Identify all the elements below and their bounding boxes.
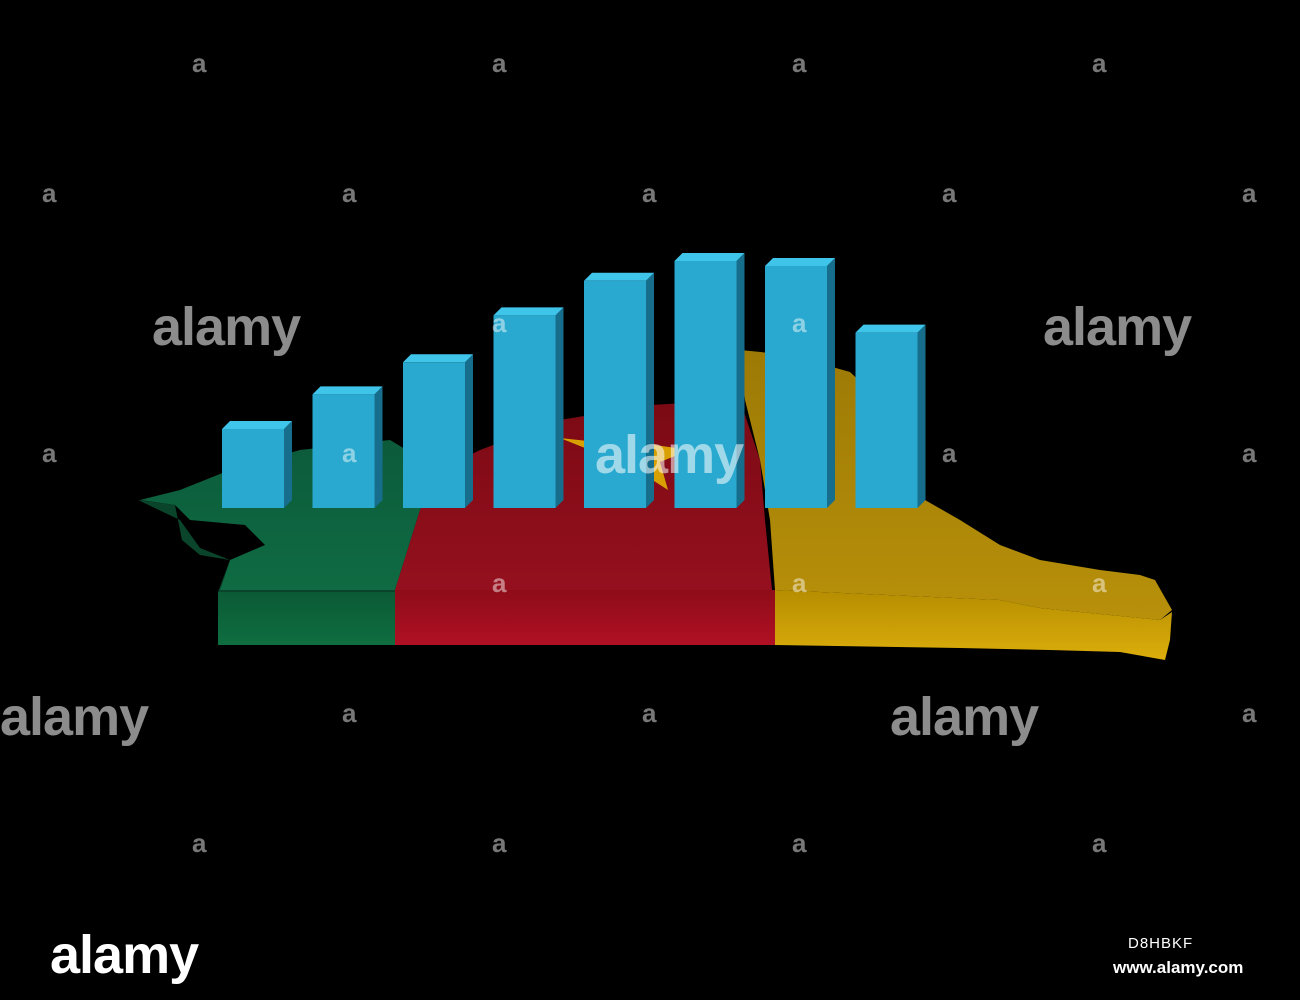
bar-top [765,257,835,266]
bar-side [284,420,292,508]
bar-1 [222,420,292,508]
bar-top [493,307,564,316]
bar-side [646,272,654,508]
bar-front [222,428,284,508]
bar-5 [584,272,654,508]
map-yellow-section [740,350,1172,660]
bar-side [555,307,564,508]
bar-front [765,265,827,508]
bar-side [465,354,473,508]
bar-top [674,253,745,261]
bar-front [584,280,646,508]
bar-3 [403,354,473,508]
bar-front [855,332,918,508]
brand-logo: alamy [50,925,199,985]
bar-front [493,315,556,508]
bar-side [917,324,926,508]
stock-site-url: www.alamy.com [1113,958,1244,977]
bar-4 [493,307,564,508]
bar-top [222,420,292,429]
bar-2 [312,386,383,508]
bar-top [855,324,926,333]
bar-top [312,386,383,395]
bar-side [736,253,745,508]
bar-6 [674,253,745,508]
bar-front [403,362,465,508]
bar-front [674,261,737,508]
stock-image-id: D8HBKF [1128,935,1194,952]
bar-side [827,257,835,508]
bar-side [374,386,383,508]
bar-7 [765,257,835,508]
bar-top [403,354,473,363]
bar-8 [855,324,926,508]
bar-top [584,272,654,281]
bar-front [312,394,375,508]
bar-group [222,253,926,508]
